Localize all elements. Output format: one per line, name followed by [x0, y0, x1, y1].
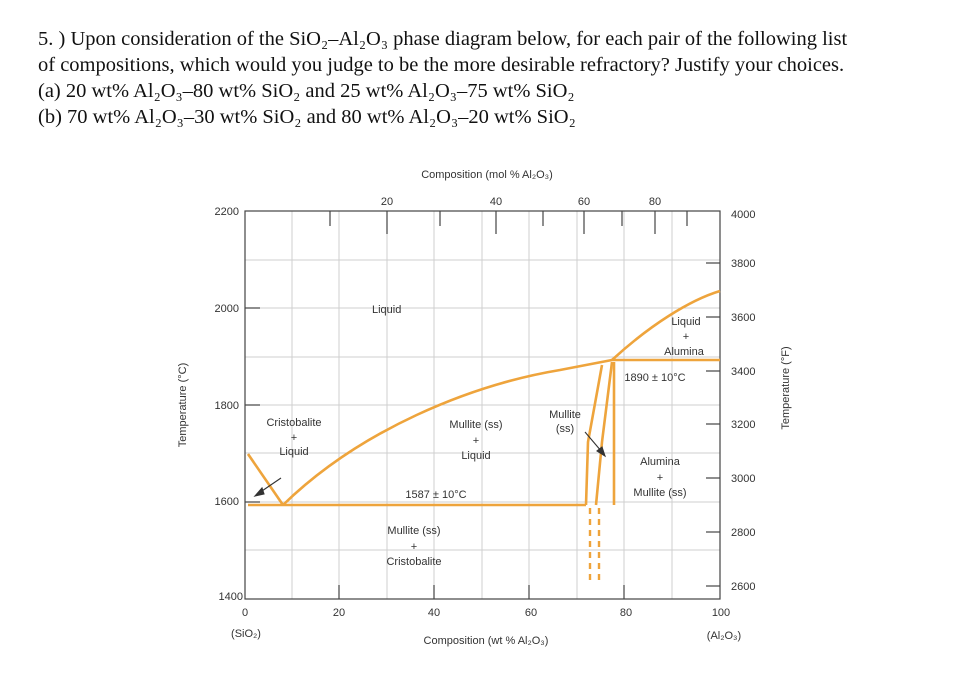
- label-mullite-cristobalite-1: Mullite (ss): [387, 525, 440, 537]
- top-tick-40: 40: [490, 196, 502, 208]
- left-tick-1800: 1800: [215, 400, 239, 412]
- mullite-solvus-right: [594, 361, 614, 506]
- label-mullite-cristobalite-2: +: [411, 541, 417, 553]
- label-liquid-alumina-2: +: [683, 331, 689, 343]
- bottom-tick-20: 20: [333, 607, 345, 619]
- left-tick-1600: 1600: [215, 496, 239, 508]
- right-tick-3400: 3400: [731, 366, 755, 378]
- label-alumina-mullite-1: Alumina: [640, 456, 681, 468]
- right-tick-2800: 2800: [731, 527, 755, 539]
- right-axis-title: Temperature (°F): [780, 346, 792, 429]
- annotation-arrows: [253, 431, 607, 497]
- right-tick-3000: 3000: [731, 473, 755, 485]
- label-cristobalite-liquid-2: +: [291, 432, 297, 444]
- left-tick-1400: 1400: [219, 591, 243, 603]
- label-liquid-alumina-3: Alumina: [664, 346, 705, 358]
- sio2-end-label: (SiO₂): [231, 628, 261, 640]
- bottom-tick-40: 40: [428, 607, 440, 619]
- top-tick-80: 80: [649, 196, 661, 208]
- label-mullite-liquid-2: +: [473, 435, 479, 447]
- right-tick-4000: 4000: [731, 209, 755, 221]
- phase-boundaries: [246, 289, 721, 507]
- bottom-axis-title: Composition (wt % Al₂O₃): [424, 635, 549, 647]
- cristobalite-liquidus: [246, 453, 285, 506]
- mullite-dashed-boundaries: [588, 508, 601, 582]
- right-tick-3600: 3600: [731, 312, 755, 324]
- al2o3-end-label: (Al₂O₃): [707, 630, 741, 642]
- right-tick-3200: 3200: [731, 419, 755, 431]
- question-line-2: of compositions, which would you judge t…: [38, 54, 845, 76]
- mullite-liquidus: [282, 358, 613, 506]
- label-liquid-alumina-1: Liquid: [671, 316, 700, 328]
- right-tick-2600: 2600: [731, 581, 755, 593]
- label-cristobalite-liquid-3: Liquid: [279, 446, 308, 458]
- peritectic-label: 1890 ± 10°C: [624, 372, 685, 384]
- label-alumina-mullite-3: Mullite (ss): [633, 487, 686, 499]
- eutectic-label: 1587 ± 10°C: [405, 489, 466, 501]
- label-mullite-liquid-3: Liquid: [461, 450, 490, 462]
- top-axis-title: Composition (mol % Al₂O₃): [421, 169, 553, 181]
- question-line-1: 5. ) Upon consideration of the SiO₂–Al₂O…: [38, 28, 848, 50]
- bottom-tick-80: 80: [620, 607, 632, 619]
- bottom-tick-60: 60: [525, 607, 537, 619]
- bottom-tick-100: 100: [712, 607, 730, 619]
- bottom-tick-0: 0: [242, 607, 248, 619]
- alumina-liquidus: [611, 289, 721, 361]
- label-mullite-liquid-1: Mullite (ss): [449, 419, 502, 431]
- grid: [245, 211, 720, 599]
- left-tick-2000: 2000: [215, 303, 239, 315]
- question-part-b: (b) 70 wt% Al₂O₃–30 wt% SiO₂ and 80 wt% …: [38, 106, 576, 128]
- label-liquid: Liquid: [372, 304, 401, 316]
- top-tick-60: 60: [578, 196, 590, 208]
- left-axis-title: Temperature (°C): [177, 363, 189, 447]
- label-alumina-mullite-2: +: [657, 472, 663, 484]
- label-mullite-cristobalite-3: Cristobalite: [386, 556, 441, 568]
- label-mullite-ss-1: Mullite: [549, 409, 581, 421]
- label-mullite-ss-2: (ss): [556, 423, 574, 435]
- question-text: 5. ) Upon consideration of the SiO₂–Al₂O…: [38, 26, 938, 130]
- tick-marks: [245, 211, 720, 599]
- top-tick-20: 20: [381, 196, 393, 208]
- mullite-solvus-left: [584, 364, 604, 506]
- left-tick-2200: 2200: [215, 206, 239, 218]
- question-part-a: (a) 20 wt% Al₂O₃–80 wt% SiO₂ and 25 wt% …: [38, 80, 575, 102]
- right-tick-3800: 3800: [731, 258, 755, 270]
- label-cristobalite-liquid-1: Cristobalite: [266, 417, 321, 429]
